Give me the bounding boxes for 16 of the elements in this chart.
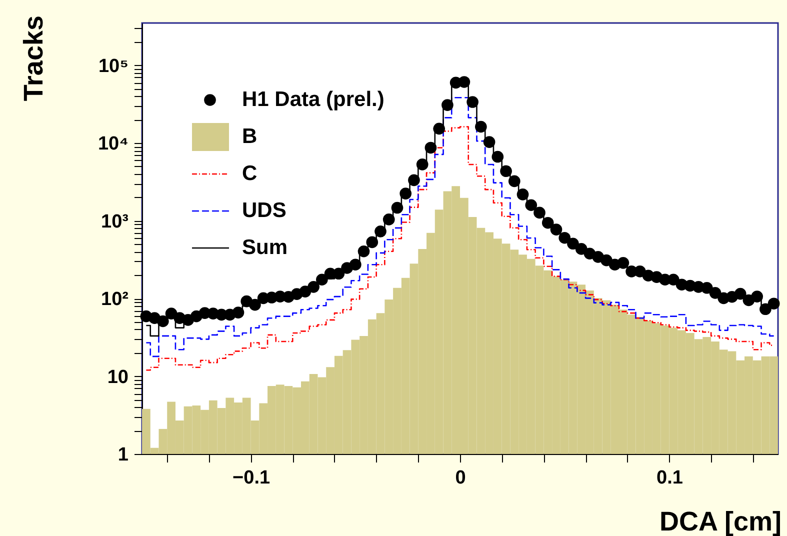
x-tick-label: −0.1	[232, 468, 270, 488]
x-tick-label: 0	[455, 468, 466, 488]
y-axis-title: Tracks	[18, 16, 48, 102]
x-tick-label: 0.1	[656, 468, 684, 488]
legend-label: B	[242, 125, 258, 148]
legend-label: H1 Data (prel.)	[242, 88, 384, 111]
legend-label: Sum	[242, 236, 288, 259]
y-tick-label: 10³	[101, 211, 128, 232]
legend-label: UDS	[242, 199, 286, 222]
y-tick-label: 10⁴	[98, 134, 128, 155]
y-tick-label: 10⁵	[98, 56, 128, 77]
y-tick-label: 1	[118, 444, 129, 466]
x-axis-title: DCA [cm]	[659, 506, 782, 536]
y-tick-label: 10	[107, 366, 128, 388]
y-tick-label: 10²	[101, 289, 128, 310]
legend-label: C	[242, 162, 258, 185]
